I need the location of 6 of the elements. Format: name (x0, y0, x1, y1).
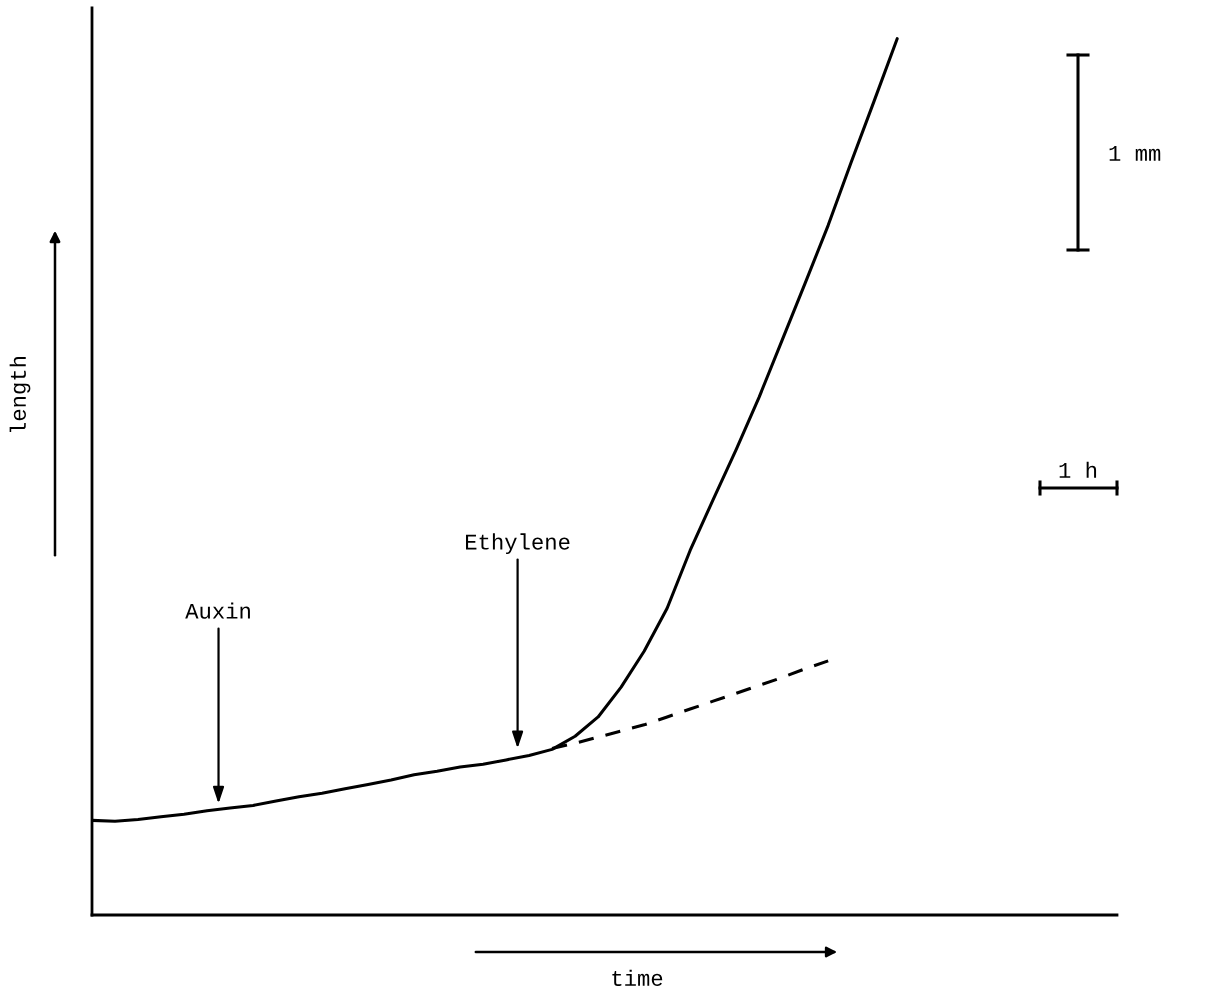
text: 1 mm (1109, 146, 1161, 161)
annotation: Auxin (185, 602, 250, 619)
y-axis-title: length (9, 356, 31, 433)
text: 1 h (1059, 461, 1097, 478)
annotation: Ethylene (466, 533, 570, 555)
x-axis-title: time (612, 969, 663, 986)
